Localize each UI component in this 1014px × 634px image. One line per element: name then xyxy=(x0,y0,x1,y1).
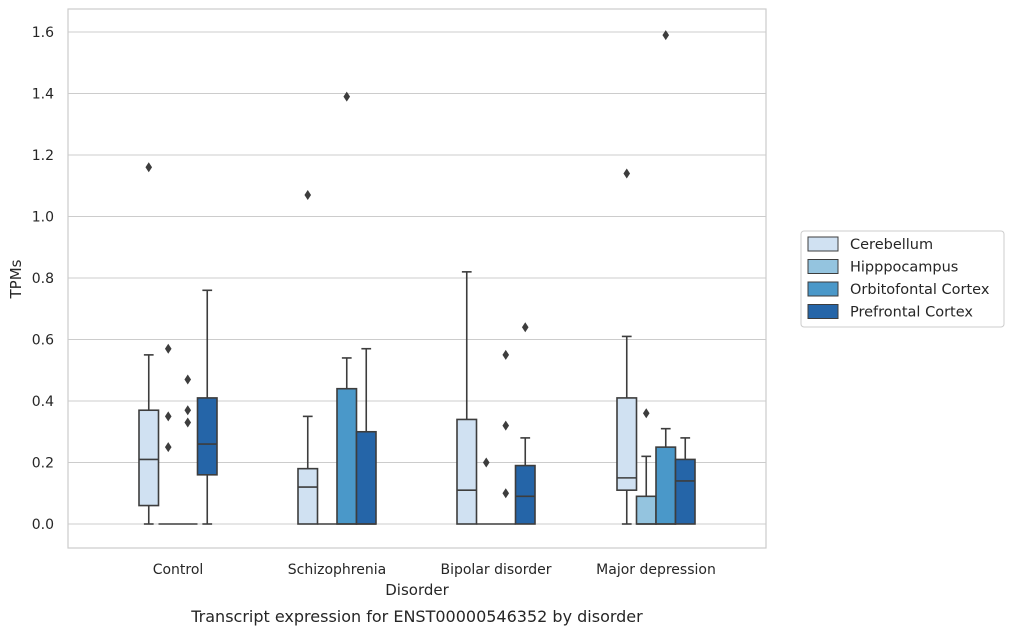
box-2-3 xyxy=(514,322,536,525)
legend-label: Orbitofontal Cortex xyxy=(850,282,990,298)
box-0-2 xyxy=(178,374,198,525)
outlier-point xyxy=(184,417,192,428)
y-tick-labels: 0.0 0.2 0.4 0.6 0.8 1.0 1.2 1.4 1.6 xyxy=(32,25,54,533)
outlier-point xyxy=(343,91,351,102)
x-tick-labels: Control Schizophrenia Bipolar disorder Majo… xyxy=(153,562,716,578)
legend-label: Cerebellum xyxy=(850,237,933,253)
legend-label: Hipppocampus xyxy=(850,260,958,276)
outlier-point xyxy=(184,405,192,416)
box-2-1 xyxy=(476,457,496,525)
outlier-point xyxy=(304,189,312,200)
chart-caption: Transcript expression for ENST0000054635… xyxy=(190,607,643,626)
box-1-0 xyxy=(297,189,319,525)
box-body xyxy=(336,387,358,525)
box-0-0 xyxy=(138,162,160,525)
x-axis-label: Disorder xyxy=(385,581,449,599)
outlier-point xyxy=(482,457,490,468)
legend-label: Prefrontal Cortex xyxy=(850,305,973,321)
outlier-point xyxy=(623,168,631,179)
box-body xyxy=(514,464,536,525)
outlier-point xyxy=(662,30,670,41)
y-tick-label: 0.4 xyxy=(32,394,54,410)
plot-frame xyxy=(67,8,767,549)
outlier-point xyxy=(502,420,510,431)
box-body xyxy=(196,397,218,476)
outlier-point xyxy=(184,374,192,385)
y-tick-label: 0.2 xyxy=(32,456,54,472)
y-tick-label: 1.2 xyxy=(32,148,54,164)
x-tick-label: Bipolar disorder xyxy=(440,562,551,578)
outlier-point xyxy=(502,349,510,360)
box-1-3 xyxy=(355,347,377,525)
legend-swatch xyxy=(807,281,839,297)
x-tick-label: Major depression xyxy=(596,562,716,578)
legend-swatch xyxy=(807,259,839,274)
y-tick-label: 0.6 xyxy=(32,333,54,349)
legend-frame xyxy=(800,230,1005,328)
y-tick-label: 0.8 xyxy=(32,271,54,287)
x-tick-label: Control xyxy=(153,562,204,578)
box-2-0 xyxy=(456,271,478,525)
grid-lines xyxy=(68,31,766,525)
box-0-3 xyxy=(196,289,218,525)
box-3-2 xyxy=(655,30,677,525)
box-body xyxy=(297,467,319,525)
box-3-1 xyxy=(635,408,657,525)
legend-swatch xyxy=(807,236,839,252)
box-3-0 xyxy=(616,168,638,525)
box-body xyxy=(355,430,377,525)
outlier-point xyxy=(164,442,172,453)
box-1-2 xyxy=(336,91,358,525)
outlier-point xyxy=(642,408,650,419)
outlier-point xyxy=(164,343,172,354)
box-body xyxy=(138,409,160,507)
outlier-point xyxy=(521,322,529,333)
y-tick-label: 1.4 xyxy=(32,87,54,103)
outlier-point xyxy=(502,488,510,499)
legend-swatch xyxy=(807,304,839,319)
outlier-point xyxy=(164,411,172,422)
box-body xyxy=(616,397,638,491)
y-tick-label: 1.6 xyxy=(32,25,54,41)
box-body xyxy=(456,418,478,525)
box-2-2 xyxy=(496,349,516,525)
box-body xyxy=(674,458,696,525)
box-0-1 xyxy=(158,343,178,525)
box-layer xyxy=(138,30,696,525)
y-axis-label: TPMs xyxy=(7,259,25,299)
y-tick-label: 0.0 xyxy=(32,517,54,533)
outlier-point xyxy=(145,162,153,173)
box-body xyxy=(655,446,677,525)
box-body xyxy=(635,495,657,525)
y-tick-label: 1.0 xyxy=(32,210,54,226)
legend-items: Cerebellum Hipppocampus Orbitofontal Corte… xyxy=(807,236,990,321)
legend: Cerebellum Hipppocampus Orbitofontal Corte… xyxy=(800,230,1005,328)
x-tick-label: Schizophrenia xyxy=(288,562,386,578)
box-3-3 xyxy=(674,437,696,525)
